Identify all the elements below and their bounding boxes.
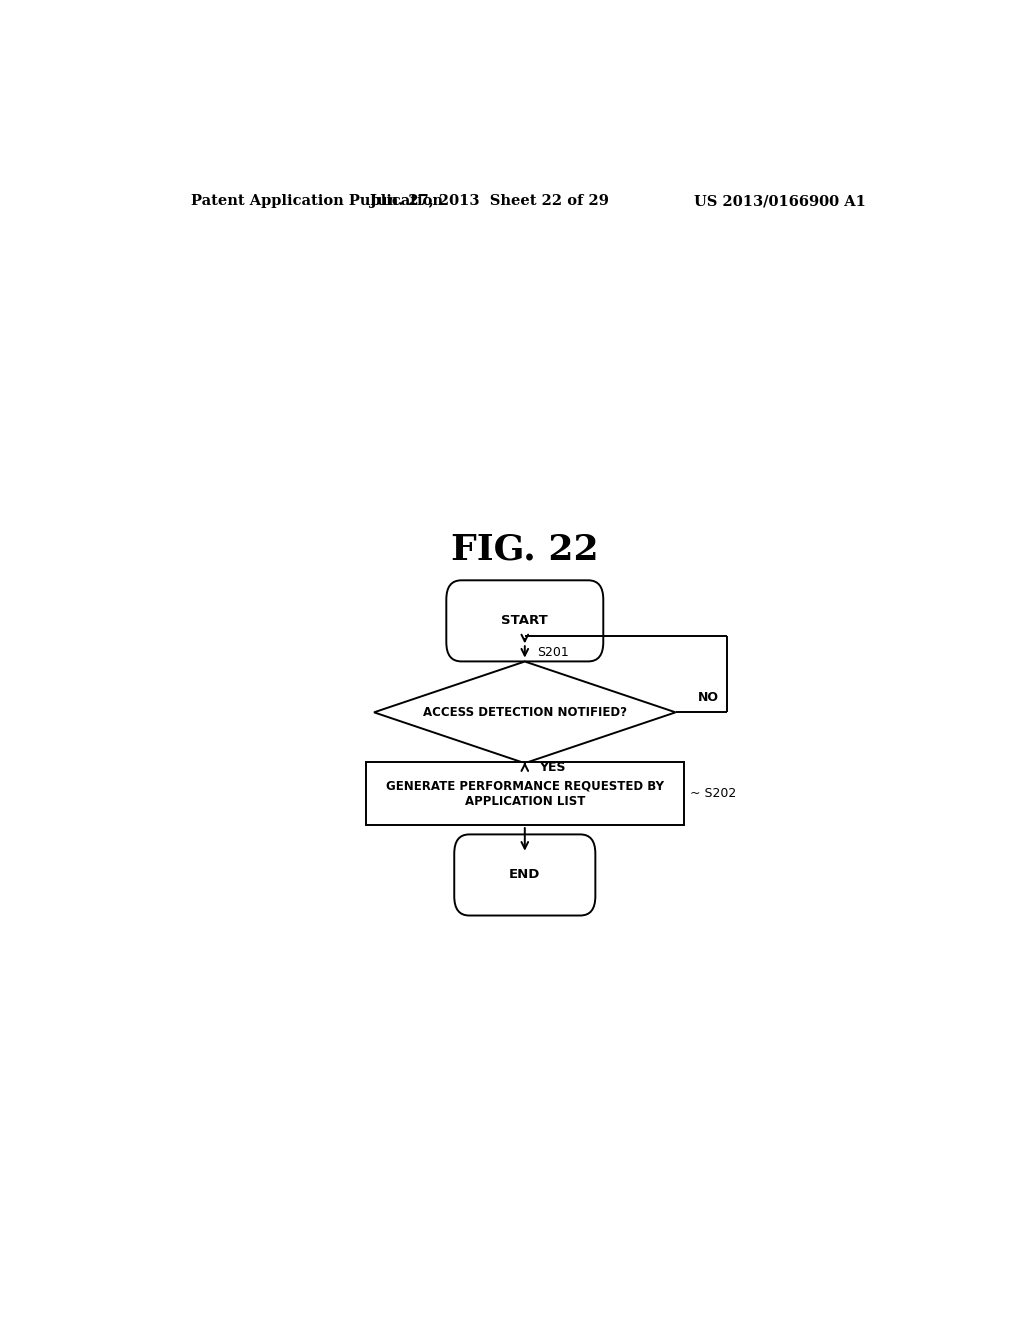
- Text: ACCESS DETECTION NOTIFIED?: ACCESS DETECTION NOTIFIED?: [423, 706, 627, 719]
- Text: S201: S201: [537, 647, 568, 660]
- FancyBboxPatch shape: [367, 762, 684, 825]
- Text: US 2013/0166900 A1: US 2013/0166900 A1: [694, 194, 866, 209]
- FancyBboxPatch shape: [446, 581, 603, 661]
- Text: YES: YES: [539, 762, 565, 774]
- Text: Jun. 27, 2013  Sheet 22 of 29: Jun. 27, 2013 Sheet 22 of 29: [370, 194, 608, 209]
- Text: ~ S202: ~ S202: [690, 787, 736, 800]
- Polygon shape: [374, 661, 676, 763]
- Text: START: START: [502, 614, 548, 627]
- Text: GENERATE PERFORMANCE REQUESTED BY
APPLICATION LIST: GENERATE PERFORMANCE REQUESTED BY APPLIC…: [386, 780, 664, 808]
- Text: FIG. 22: FIG. 22: [451, 533, 599, 566]
- Text: END: END: [509, 869, 541, 882]
- Text: Patent Application Publication: Patent Application Publication: [191, 194, 443, 209]
- FancyBboxPatch shape: [455, 834, 595, 916]
- Text: NO: NO: [698, 692, 719, 704]
